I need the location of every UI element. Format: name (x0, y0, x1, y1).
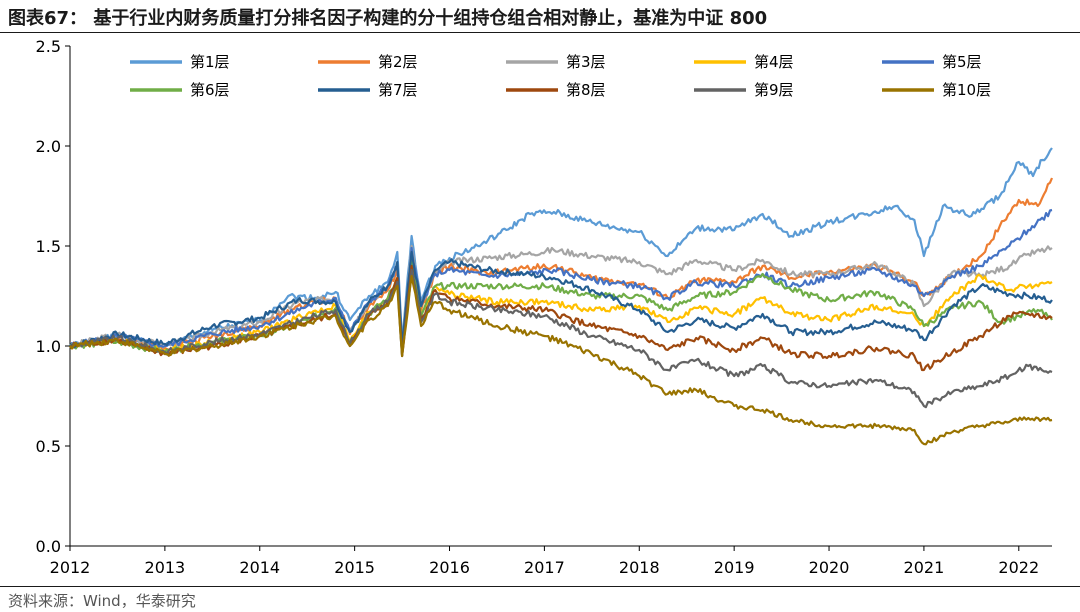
y-tick-label: 2.0 (36, 137, 61, 156)
x-tick-label: 2017 (524, 558, 565, 577)
y-axis: 0.0 0.5 1.0 1.5 2.0 2.5 (36, 37, 71, 556)
legend-label-10: 第10层 (942, 81, 991, 99)
legend-label-6: 第6层 (190, 81, 230, 99)
line-chart: 0.00.51.01.52.02.5 2012 2013 2014 2015 2016 2… (36, 37, 1054, 577)
x-axis: 2012 2013 2014 2015 2016 2017 2018 2019 2020 2021… (50, 545, 1052, 577)
y-tick-label: 1.0 (36, 337, 61, 356)
y-tick-label: 0.0 (36, 537, 61, 556)
legend-label-1: 第1层 (190, 53, 230, 71)
legend-label-4: 第4层 (754, 53, 794, 71)
x-tick-label: 2012 (50, 558, 91, 577)
legend-label-2: 第2层 (378, 53, 418, 71)
y-tick-label: 2.5 (36, 37, 61, 56)
legend-label-3: 第3层 (566, 53, 606, 71)
series-line-4 (69, 260, 1053, 354)
series-line-3 (69, 244, 1053, 349)
x-tick-label: 2015 (334, 558, 375, 577)
y-tick-label: 1.5 (36, 237, 61, 256)
source-note: 资料来源：Wind，华泰研究 (8, 592, 196, 610)
x-tick-label: 2013 (145, 558, 186, 577)
legend-label-5: 第5层 (942, 53, 982, 71)
series-layer (69, 147, 1054, 446)
x-tick-label: 2014 (239, 558, 280, 577)
legend-label-8: 第8层 (566, 81, 606, 99)
x-tick-label: 2018 (619, 558, 660, 577)
x-tick-label: 2019 (714, 558, 755, 577)
x-tick-label: 2021 (904, 558, 945, 577)
series-line-7 (69, 250, 1053, 349)
footer-divider (0, 586, 1080, 587)
x-tick-label: 2020 (809, 558, 850, 577)
legend-label-7: 第7层 (378, 81, 418, 99)
legend-label-9: 第9层 (754, 81, 794, 99)
series-line-10 (69, 274, 1053, 446)
series-line-5 (69, 208, 1053, 352)
x-tick-label: 2022 (998, 558, 1039, 577)
series-line-9 (69, 268, 1053, 409)
x-tick-label: 2016 (429, 558, 470, 577)
chart-title: 图表67： 基于行业内财务质量打分排名因子构建的分十组持仓组合相对静止，基准为中… (8, 8, 768, 29)
y-tick-label: 0.5 (36, 437, 61, 456)
title-divider (0, 32, 1080, 33)
